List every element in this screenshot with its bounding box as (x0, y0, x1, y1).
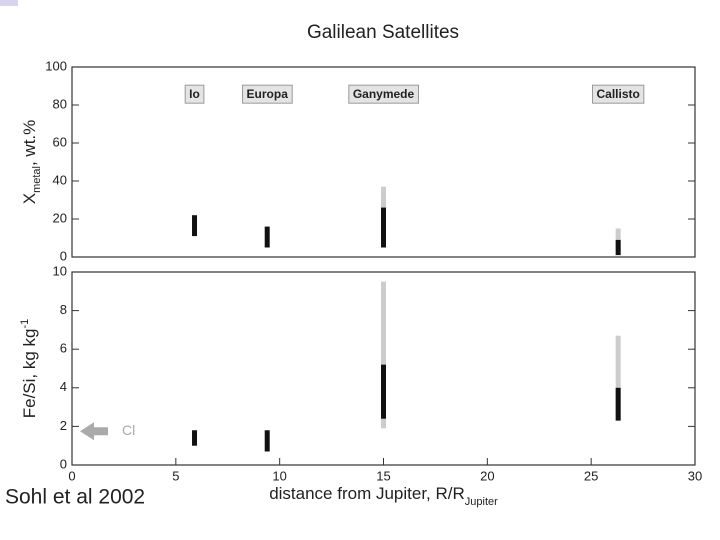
y-tick-label: 2 (60, 418, 67, 433)
x-tick-label: 15 (376, 468, 390, 483)
y-tick-label: 100 (45, 58, 67, 73)
y-axis-label-rest: , wt.% (20, 120, 39, 166)
y-axis-label-main: Fe/Si, kg kg (20, 329, 39, 419)
y-tick-label: 8 (60, 302, 67, 317)
range-bar (264, 226, 270, 248)
x-tick-label: 30 (688, 468, 702, 483)
y-tick-label: 0 (60, 456, 67, 471)
x-tick-label: 20 (480, 468, 494, 483)
moon-label-box (348, 84, 420, 104)
y-tick-label: 20 (53, 210, 67, 225)
range-bar (192, 430, 198, 446)
range-bar (615, 387, 621, 421)
y-tick-label: 40 (53, 172, 67, 187)
annotation-arrow (80, 422, 108, 441)
range-bar (381, 207, 386, 248)
moon-label-text: Europa (247, 87, 289, 101)
corner-decoration (0, 0, 18, 6)
moon-label-box (184, 84, 205, 104)
y-axis-label: Xmetal, wt.% (20, 120, 43, 205)
range-bar (264, 430, 270, 452)
x-axis-label-main: distance from Jupiter, R/R (269, 484, 465, 503)
moon-label-box (591, 84, 645, 104)
y-tick-label: 60 (53, 134, 67, 149)
x-tick-label: 10 (272, 468, 286, 483)
y-tick-label: 6 (60, 341, 67, 356)
range-bar (381, 364, 386, 419)
x-axis-label: distance from Jupiter, R/RJupiter (269, 484, 498, 508)
moon-label-text: Io (189, 87, 200, 101)
range-bar (615, 239, 621, 256)
annotation-text: Cl (122, 422, 135, 438)
plot-frame (71, 66, 696, 258)
moon-label: Ganymede (348, 84, 420, 104)
range-bar (615, 335, 621, 421)
x-axis-label-sub: Jupiter (465, 496, 498, 508)
range-bar (381, 281, 386, 429)
moon-label-box (242, 84, 293, 104)
y-axis-label: Fe/Si, kg kg-1 (19, 319, 39, 419)
y-tick-label: 10 (53, 263, 67, 278)
moon-label: Europa (242, 84, 293, 104)
range-bar (192, 215, 198, 237)
y-tick-label: 4 (60, 379, 67, 394)
moon-label-text: Callisto (596, 87, 639, 101)
y-tick-label: 0 (60, 248, 67, 263)
moon-label-text: Ganymede (353, 87, 415, 101)
x-tick-label: 25 (584, 468, 598, 483)
moon-label: Io (184, 84, 205, 104)
x-tick-label: 5 (172, 468, 179, 483)
y-axis-label-sub: metal (31, 166, 43, 193)
y-axis-label-main: X (20, 193, 39, 204)
chart-title: Galilean Satellites (307, 22, 459, 43)
y-tick-label: 80 (53, 96, 67, 111)
x-tick-label: 0 (68, 468, 75, 483)
moon-label: Callisto (591, 84, 645, 104)
source-note: Sohl et al 2002 (5, 486, 145, 509)
y-axis-label-sup: -1 (19, 319, 31, 329)
